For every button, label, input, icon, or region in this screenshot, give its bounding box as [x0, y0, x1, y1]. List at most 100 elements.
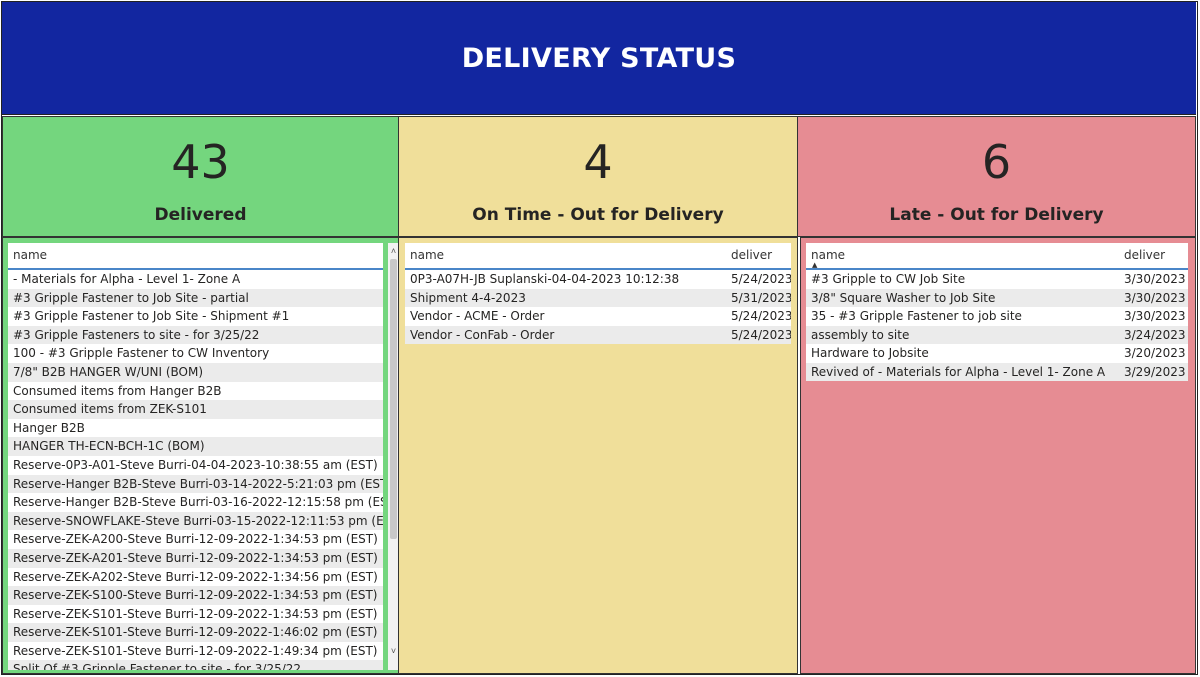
- table-header: name deliver: [405, 243, 791, 270]
- table-body: - Materials for Alpha - Level 1- Zone A #…: [8, 270, 383, 670]
- table-row[interactable]: Reserve-ZEK-A200-Steve Burri-12-09-2022-…: [8, 530, 383, 549]
- cell-name: HANGER TH-ECN-BCH-1C (BOM): [13, 439, 205, 454]
- kpi-card-late[interactable]: 6 Late - Out for Delivery: [797, 116, 1196, 237]
- delivered-table[interactable]: name - Materials for Alpha - Level 1- Zo…: [8, 243, 383, 670]
- cell-deliver: 5/31/2023: [731, 290, 791, 305]
- cell-name: - Materials for Alpha - Level 1- Zone A: [13, 272, 241, 286]
- cell-name: Hardware to Jobsite: [811, 346, 929, 361]
- table-row[interactable]: 7/8" B2B HANGER W/UNI (BOM): [8, 362, 383, 382]
- table-row[interactable]: 0P3-A07H-JB Suplanski-04-04-2023 10:12:3…: [405, 270, 791, 289]
- page-title: DELIVERY STATUS: [461, 42, 737, 74]
- delivered-scrollbar[interactable]: ˄ ˅: [388, 243, 399, 670]
- column-header-name[interactable]: name: [410, 248, 445, 262]
- cell-name: Reserve-SNOWFLAKE-Steve Burri-03-15-2022…: [13, 513, 383, 528]
- table-row[interactable]: #3 Gripple to CW Job Site 3/30/2023: [806, 270, 1188, 289]
- cell-name: Vendor - ACME - Order: [410, 309, 545, 324]
- cell-name: 0P3-A07H-JB Suplanski-04-04-2023 10:12:3…: [410, 272, 680, 286]
- on-time-table[interactable]: name deliver 0P3-A07H-JB Suplanski-04-04…: [405, 243, 791, 344]
- cell-name: Reserve-ZEK-A202-Steve Burri-12-09-2022-…: [13, 569, 378, 584]
- table-row[interactable]: Consumed items from ZEK-S101: [8, 400, 383, 419]
- table-row[interactable]: 35 - #3 Gripple Fastener to job site 3/30…: [806, 307, 1188, 326]
- cell-name: Reserve-ZEK-S101-Steve Burri-12-09-2022-…: [13, 606, 378, 621]
- table-row[interactable]: 3/8" Square Washer to Job Site 3/30/2023: [806, 288, 1188, 308]
- cell-name: 3/8" Square Washer to Job Site: [811, 290, 996, 305]
- column-header-deliver[interactable]: deliver: [731, 248, 773, 262]
- table-row[interactable]: Shipment 4-4-2023 5/31/2023: [405, 288, 791, 308]
- cell-name: #3 Gripple to CW Job Site: [811, 272, 966, 286]
- cell-name: Reserve-ZEK-S101-Steve Burri-12-09-2022-…: [13, 643, 378, 658]
- table-row[interactable]: Hardware to Jobsite 3/20/2023: [806, 344, 1188, 363]
- chevron-up-icon[interactable]: ˄: [390, 246, 397, 256]
- cell-deliver: 5/24/2023: [731, 327, 791, 342]
- table-row[interactable]: #3 Gripple Fastener to Job Site - Shipme…: [8, 307, 383, 326]
- cell-deliver: 3/29/2023: [1124, 364, 1186, 379]
- cell-name: Hanger B2B: [13, 420, 85, 435]
- table-row[interactable]: Split Of #3 Gripple Fastener to site - f…: [8, 660, 383, 670]
- cell-deliver: 3/30/2023: [1124, 272, 1186, 286]
- kpi-value-late: 6: [981, 135, 1012, 189]
- table-row[interactable]: Consumed items from Hanger B2B: [8, 381, 383, 401]
- chevron-down-icon[interactable]: ˅: [390, 646, 397, 656]
- table-row[interactable]: 100 - #3 Gripple Fastener to CW Inventor…: [8, 344, 383, 363]
- cell-name: Consumed items from Hanger B2B: [13, 383, 222, 398]
- kpi-card-delivered[interactable]: 43 Delivered: [2, 116, 399, 237]
- cell-name: Split Of #3 Gripple Fastener to site - f…: [13, 662, 302, 670]
- sort-ascending-icon[interactable]: ▲: [812, 261, 818, 269]
- cell-deliver: 5/24/2023: [731, 272, 791, 286]
- table-row[interactable]: Reserve-ZEK-S101-Steve Burri-12-09-2022-…: [8, 623, 383, 642]
- table-row[interactable]: Reserve-ZEK-A202-Steve Burri-12-09-2022-…: [8, 567, 383, 587]
- cell-name: Reserve-ZEK-S101-Steve Burri-12-09-2022-…: [13, 625, 378, 640]
- table-row[interactable]: #3 Gripple Fasteners to site - for 3/25/…: [8, 325, 383, 345]
- cell-name: Reserve-ZEK-A201-Steve Burri-12-09-2022-…: [13, 550, 378, 565]
- column-header-deliver[interactable]: deliver: [1124, 248, 1166, 262]
- cell-name: #3 Gripple Fasteners to site - for 3/25/…: [13, 327, 260, 342]
- late-panel: name ▲ deliver #3 Gripple to CW Job Site…: [800, 237, 1196, 674]
- table-row[interactable]: Reserve-ZEK-A201-Steve Burri-12-09-2022-…: [8, 548, 383, 568]
- cell-name: Revived of - Materials for Alpha - Level…: [811, 364, 1106, 379]
- cell-deliver: 3/24/2023: [1124, 327, 1186, 342]
- table-row[interactable]: Vendor - ACME - Order 5/24/2023: [405, 307, 791, 326]
- cell-name: 7/8" B2B HANGER W/UNI (BOM): [13, 364, 204, 379]
- cell-name: 100 - #3 Gripple Fastener to CW Inventor…: [13, 346, 270, 361]
- delivered-panel: name - Materials for Alpha - Level 1- Zo…: [2, 237, 399, 674]
- late-table[interactable]: name ▲ deliver #3 Gripple to CW Job Site…: [806, 243, 1188, 381]
- table-row[interactable]: HANGER TH-ECN-BCH-1C (BOM): [8, 437, 383, 456]
- cell-name: Reserve-0P3-A01-Steve Burri-04-04-2023-1…: [13, 457, 378, 472]
- table-body: #3 Gripple to CW Job Site 3/30/2023 3/8" S…: [806, 270, 1188, 381]
- cell-name: Vendor - ConFab - Order: [410, 327, 555, 342]
- table-row[interactable]: Reserve-ZEK-S101-Steve Burri-12-09-2022-…: [8, 604, 383, 624]
- cell-name: Reserve-Hanger B2B-Steve Burri-03-14-202…: [13, 476, 383, 491]
- report-header: DELIVERY STATUS: [2, 2, 1196, 115]
- table-row[interactable]: Reserve-SNOWFLAKE-Steve Burri-03-15-2022…: [8, 511, 383, 531]
- cell-name: Shipment 4-4-2023: [410, 290, 526, 305]
- cell-name: 35 - #3 Gripple Fastener to job site: [811, 309, 1022, 324]
- cell-name: Consumed items from ZEK-S101: [13, 402, 207, 417]
- table-row[interactable]: Reserve-0P3-A01-Steve Burri-04-04-2023-1…: [8, 455, 383, 475]
- table-row[interactable]: Vendor - ConFab - Order 5/24/2023: [405, 325, 791, 344]
- table-row[interactable]: - Materials for Alpha - Level 1- Zone A: [8, 270, 383, 289]
- scroll-thumb[interactable]: [390, 259, 397, 539]
- table-row[interactable]: Hanger B2B: [8, 418, 383, 438]
- cell-deliver: 5/24/2023: [731, 309, 791, 324]
- cell-name: Reserve-Hanger B2B-Steve Burri-03-16-202…: [13, 495, 383, 510]
- cell-name: #3 Gripple Fastener to Job Site - partia…: [13, 290, 249, 305]
- cell-name: Reserve-ZEK-A200-Steve Burri-12-09-2022-…: [13, 532, 378, 547]
- table-body: 0P3-A07H-JB Suplanski-04-04-2023 10:12:3…: [405, 270, 791, 344]
- column-header-name[interactable]: name: [811, 248, 846, 262]
- table-row[interactable]: assembly to site 3/24/2023: [806, 325, 1188, 345]
- table-header: name ▲ deliver: [806, 243, 1188, 270]
- kpi-label-delivered: Delivered: [154, 205, 247, 225]
- table-row[interactable]: Revived of - Materials for Alpha - Level…: [806, 362, 1188, 381]
- on-time-panel: name deliver 0P3-A07H-JB Suplanski-04-04…: [398, 237, 798, 674]
- kpi-card-on-time[interactable]: 4 On Time - Out for Delivery: [398, 116, 798, 237]
- table-row[interactable]: Reserve-ZEK-S101-Steve Burri-12-09-2022-…: [8, 641, 383, 661]
- kpi-label-late: Late - Out for Delivery: [889, 205, 1104, 225]
- table-row[interactable]: Reserve-Hanger B2B-Steve Burri-03-16-202…: [8, 493, 383, 512]
- table-row[interactable]: Reserve-Hanger B2B-Steve Burri-03-14-202…: [8, 474, 383, 494]
- cell-name: assembly to site: [811, 327, 910, 342]
- table-row[interactable]: Reserve-ZEK-S100-Steve Burri-12-09-2022-…: [8, 586, 383, 605]
- table-row[interactable]: #3 Gripple Fastener to Job Site - partia…: [8, 288, 383, 308]
- column-header-name[interactable]: name: [13, 248, 48, 262]
- kpi-value-on-time: 4: [583, 135, 613, 189]
- cell-name: #3 Gripple Fastener to Job Site - Shipme…: [13, 309, 290, 324]
